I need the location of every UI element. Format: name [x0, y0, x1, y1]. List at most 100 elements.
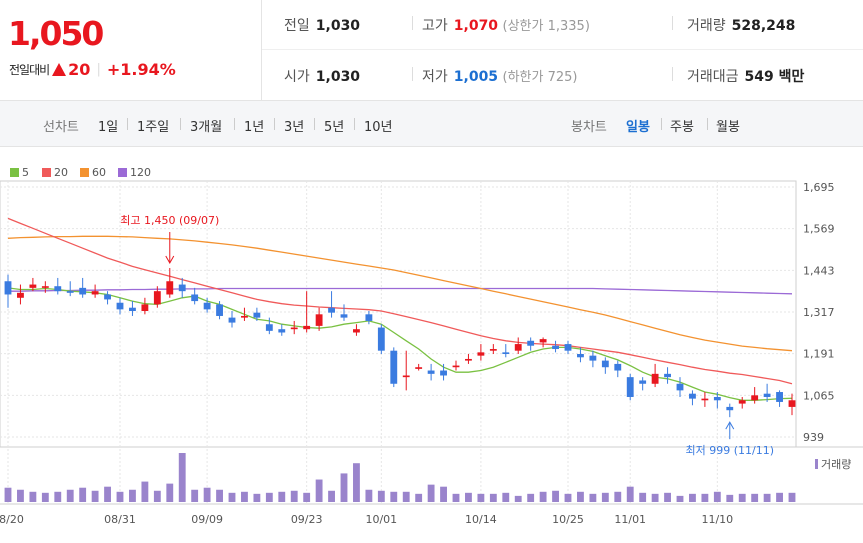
candle-body — [601, 360, 609, 368]
prev-close-label: 전일 — [284, 18, 310, 34]
candle-body — [763, 393, 771, 397]
volume-bar — [365, 489, 373, 502]
volume-bar — [763, 493, 771, 502]
candle-body — [713, 396, 721, 401]
volume-bar — [241, 491, 248, 502]
ma120-line — [8, 287, 793, 295]
legend-label: 120 — [130, 166, 151, 179]
low-annotation: 최저 999 (11/11) — [686, 444, 775, 457]
volume-bar — [328, 490, 335, 502]
volume-bar — [17, 489, 24, 502]
candle-body — [664, 373, 671, 378]
x-tick-label: 09/23 — [291, 513, 323, 526]
volume-bar — [178, 453, 186, 502]
volume-bar — [116, 491, 124, 502]
candle-body — [153, 291, 161, 305]
candle-body — [278, 329, 286, 333]
candle-body — [265, 324, 273, 331]
volume-bar — [415, 493, 423, 502]
volume-bar — [265, 492, 273, 502]
volume-bar — [626, 486, 634, 502]
volume-bar — [153, 490, 161, 502]
divider — [672, 67, 673, 81]
candle-body — [738, 400, 746, 404]
volume-bar — [377, 490, 385, 502]
volume-bar — [527, 493, 535, 502]
range-1w[interactable]: 1주일 — [137, 120, 170, 135]
volume-label: 거래량 — [687, 18, 726, 34]
legend-label: 5 — [22, 166, 29, 179]
volume-bar — [141, 481, 149, 502]
volume-bar — [29, 491, 37, 502]
candle-body — [502, 352, 510, 354]
y-tick-label: 1,695 — [803, 181, 835, 194]
candle-body — [415, 367, 423, 369]
candle-daily[interactable]: 일봉 — [626, 120, 650, 135]
candle-body — [178, 284, 186, 292]
trade-amount: 거래대금 549 백만 — [687, 66, 804, 86]
upper-limit: (상한가 1,335) — [502, 19, 590, 34]
candle-body — [377, 327, 385, 351]
divider — [412, 67, 413, 81]
candle-body — [328, 307, 335, 313]
open-label: 시가 — [284, 69, 310, 85]
candle-body — [701, 398, 709, 401]
volume-bar — [564, 493, 572, 502]
candle-body — [676, 383, 684, 391]
volume-value: 528,248 — [731, 18, 796, 34]
volume-bar — [390, 491, 398, 502]
volume-bar — [452, 493, 460, 502]
chart-toolbar: 선차트 1일 1주일 3개월 1년 3년 5년 10년 봉차트 일봉 주봉 월봉 — [0, 101, 863, 147]
range-10y[interactable]: 10년 — [364, 120, 393, 135]
range-3y[interactable]: 3년 — [284, 120, 305, 135]
volume-bar — [577, 491, 584, 502]
volume-bar — [539, 491, 547, 502]
volume-bar — [216, 489, 223, 502]
volume-bar — [278, 491, 286, 502]
volume-bar — [514, 495, 522, 502]
candle-body — [216, 304, 223, 316]
y-tick-label: 1,443 — [803, 264, 835, 277]
x-tick-label: 08/31 — [104, 513, 136, 526]
x-tick-label: 09/09 — [191, 513, 223, 526]
change-value: 20 — [68, 60, 91, 79]
volume-bar — [713, 491, 721, 502]
candle-body — [427, 370, 435, 374]
line-chart-label: 선차트 — [43, 120, 79, 135]
range-1d[interactable]: 1일 — [98, 120, 119, 135]
volume-bar — [104, 486, 111, 502]
low-arrow-icon — [725, 421, 735, 430]
legend-item-ma5: 5 — [10, 166, 29, 179]
range-5y[interactable]: 5년 — [324, 120, 345, 135]
divider — [354, 118, 355, 130]
change-row: 전일대비 20 | +1.94% — [9, 60, 176, 79]
quote-header: 1,050 전일대비 20 | +1.94% 전일 1,030 고가 1,070 (… — [0, 0, 863, 101]
range-1y[interactable]: 1년 — [244, 120, 265, 135]
candle-body — [290, 327, 298, 330]
candle-body — [527, 340, 535, 346]
candle-body — [54, 286, 62, 292]
volume-bar — [340, 473, 348, 502]
day-low: 저가 1,005 (하한가 725) — [422, 66, 578, 86]
candle-weekly[interactable]: 주봉 — [670, 120, 694, 135]
legend-item-ma20: 20 — [42, 166, 68, 179]
amount-value: 549 백만 — [744, 69, 805, 85]
x-tick-label: 11/10 — [701, 513, 733, 526]
divider — [661, 118, 662, 130]
volume-bar — [701, 493, 709, 502]
candle-monthly[interactable]: 월봉 — [716, 120, 740, 135]
volume-stat: 거래량 528,248 — [687, 15, 795, 35]
open-value: 1,030 — [315, 69, 361, 85]
x-tick-label: 11/01 — [614, 513, 646, 526]
candle-body — [614, 363, 622, 371]
volume-bar — [751, 493, 759, 502]
candle-body — [141, 304, 149, 312]
volume-bar — [4, 487, 12, 502]
change-divider: | — [96, 62, 101, 77]
lower-limit: (하한가 725) — [502, 70, 578, 85]
candle-body — [440, 370, 447, 376]
range-3m[interactable]: 3개월 — [190, 120, 223, 135]
candle-body — [626, 377, 634, 397]
volume-bar — [290, 490, 298, 502]
x-tick-label: 10/14 — [465, 513, 497, 526]
